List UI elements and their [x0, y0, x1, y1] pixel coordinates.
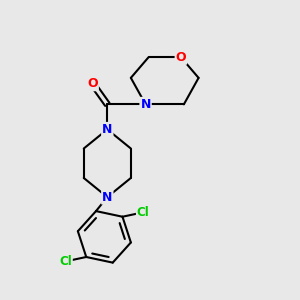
Text: Cl: Cl	[59, 255, 72, 268]
Text: N: N	[102, 123, 112, 136]
Text: N: N	[140, 98, 151, 111]
Text: O: O	[176, 51, 186, 64]
Text: O: O	[87, 77, 98, 90]
Text: N: N	[102, 190, 112, 204]
Text: Cl: Cl	[137, 206, 150, 219]
